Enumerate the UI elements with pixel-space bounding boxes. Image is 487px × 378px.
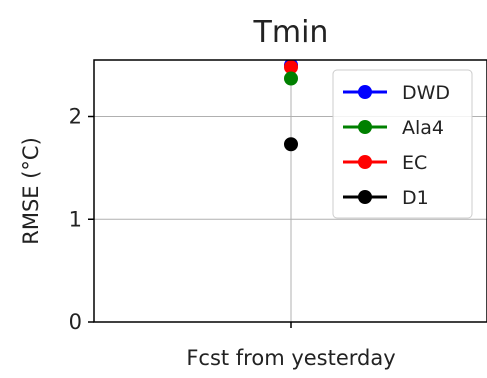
data-points [284, 60, 298, 152]
legend-label-ala4: Ala4 [402, 117, 444, 139]
data-point-ec [284, 60, 298, 75]
legend-box [332, 69, 473, 219]
legend-label-dwd: DWD [402, 82, 450, 104]
legend-marker-ec [358, 155, 372, 169]
legend-label-d1: D1 [402, 187, 429, 209]
chart-title: Tmin [253, 15, 329, 50]
legend-label-ec: EC [402, 152, 427, 174]
x-axis: Fcst from yesterday [186, 322, 396, 370]
x-tick-label: Fcst from yesterday [186, 346, 395, 370]
legend: DWD Ala4 EC D1 [332, 69, 473, 219]
y-tick-label: 0 [69, 310, 82, 334]
y-tick-label: 2 [69, 105, 82, 129]
y-tick-label: 1 [69, 207, 82, 231]
data-point-d1 [284, 137, 298, 152]
legend-marker-dwd [358, 85, 372, 99]
legend-marker-ala4 [358, 120, 372, 134]
y-axis-label: RMSE (°C) [19, 137, 43, 245]
legend-marker-d1 [358, 190, 372, 204]
data-point-ala4 [284, 71, 298, 86]
y-axis: 0 1 2 [69, 105, 94, 334]
